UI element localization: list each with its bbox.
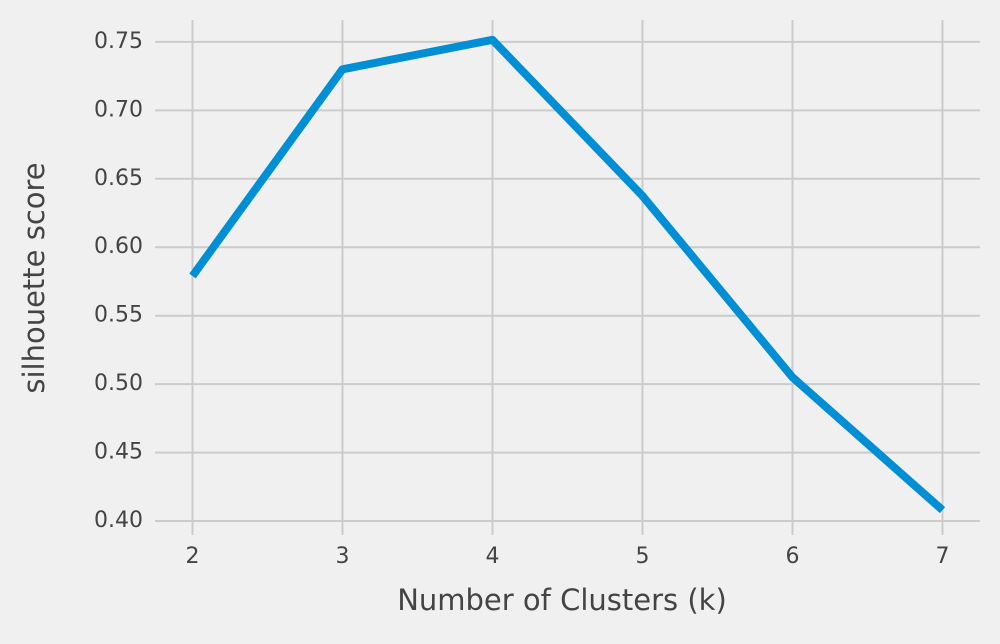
x-tick-label: 5 [636, 544, 650, 569]
x-tick-label: 6 [786, 544, 800, 569]
y-tick-label: 0.60 [94, 234, 143, 259]
x-tick-label: 7 [936, 544, 950, 569]
y-tick-label: 0.70 [94, 97, 143, 122]
data-line [189, 35, 946, 514]
y-tick-label: 0.65 [94, 166, 143, 191]
y-tick-label: 0.75 [94, 29, 143, 54]
x-axis-label: Number of Clusters (k) [397, 583, 727, 617]
x-tick-label: 4 [486, 544, 500, 569]
y-tick-label: 0.50 [94, 371, 143, 396]
y-tick-label: 0.45 [94, 440, 143, 465]
x-tick-label: 2 [186, 544, 200, 569]
y-axis-label: silhouette score [17, 162, 51, 393]
y-tick-label: 0.55 [94, 303, 143, 328]
x-tick-label: 3 [336, 544, 350, 569]
y-tick-label: 0.40 [94, 508, 143, 533]
